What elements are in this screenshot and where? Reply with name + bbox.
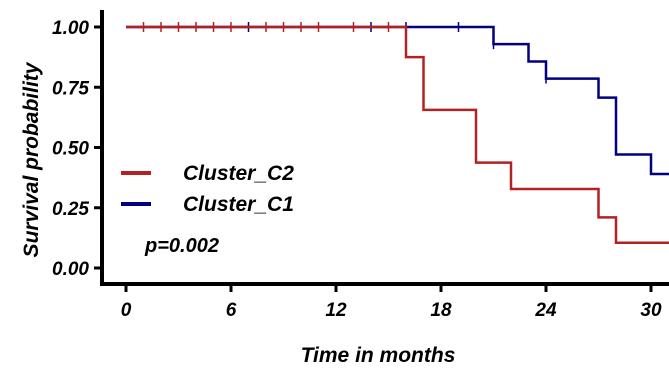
y-axis-ticks: 0.00 0.25 0.50 0.75 1.00	[52, 18, 102, 280]
x-tick-label: 12	[325, 300, 347, 321]
x-tick-label: 18	[430, 300, 452, 321]
y-tick-label: 0.00	[52, 259, 89, 280]
legend-label-cluster-c2: Cluster_C2	[183, 162, 294, 185]
x-axis-title: Time in months	[301, 344, 456, 367]
x-tick-label: 6	[226, 300, 237, 321]
x-axis-ticks: 0 6 12 18 24 30	[121, 284, 662, 321]
survival-curve-cluster-c2	[126, 25, 669, 244]
p-value-annotation: p=0.002	[144, 235, 219, 257]
y-axis-title: Survival probability	[20, 61, 43, 257]
y-tick-label: 0.25	[52, 199, 89, 220]
y-tick-label: 0.50	[52, 139, 89, 160]
y-tick-label: 0.75	[52, 78, 89, 99]
legend-label-cluster-c1: Cluster_C1	[183, 193, 294, 216]
y-tick-label: 1.00	[52, 18, 89, 39]
x-tick-label: 30	[640, 300, 662, 321]
survival-curve-cluster-c1	[126, 25, 669, 176]
legend: Cluster_C2 Cluster_C1	[121, 162, 294, 216]
survival-curves	[126, 22, 669, 244]
x-tick-label: 24	[534, 300, 557, 321]
x-tick-label: 0	[121, 300, 132, 321]
